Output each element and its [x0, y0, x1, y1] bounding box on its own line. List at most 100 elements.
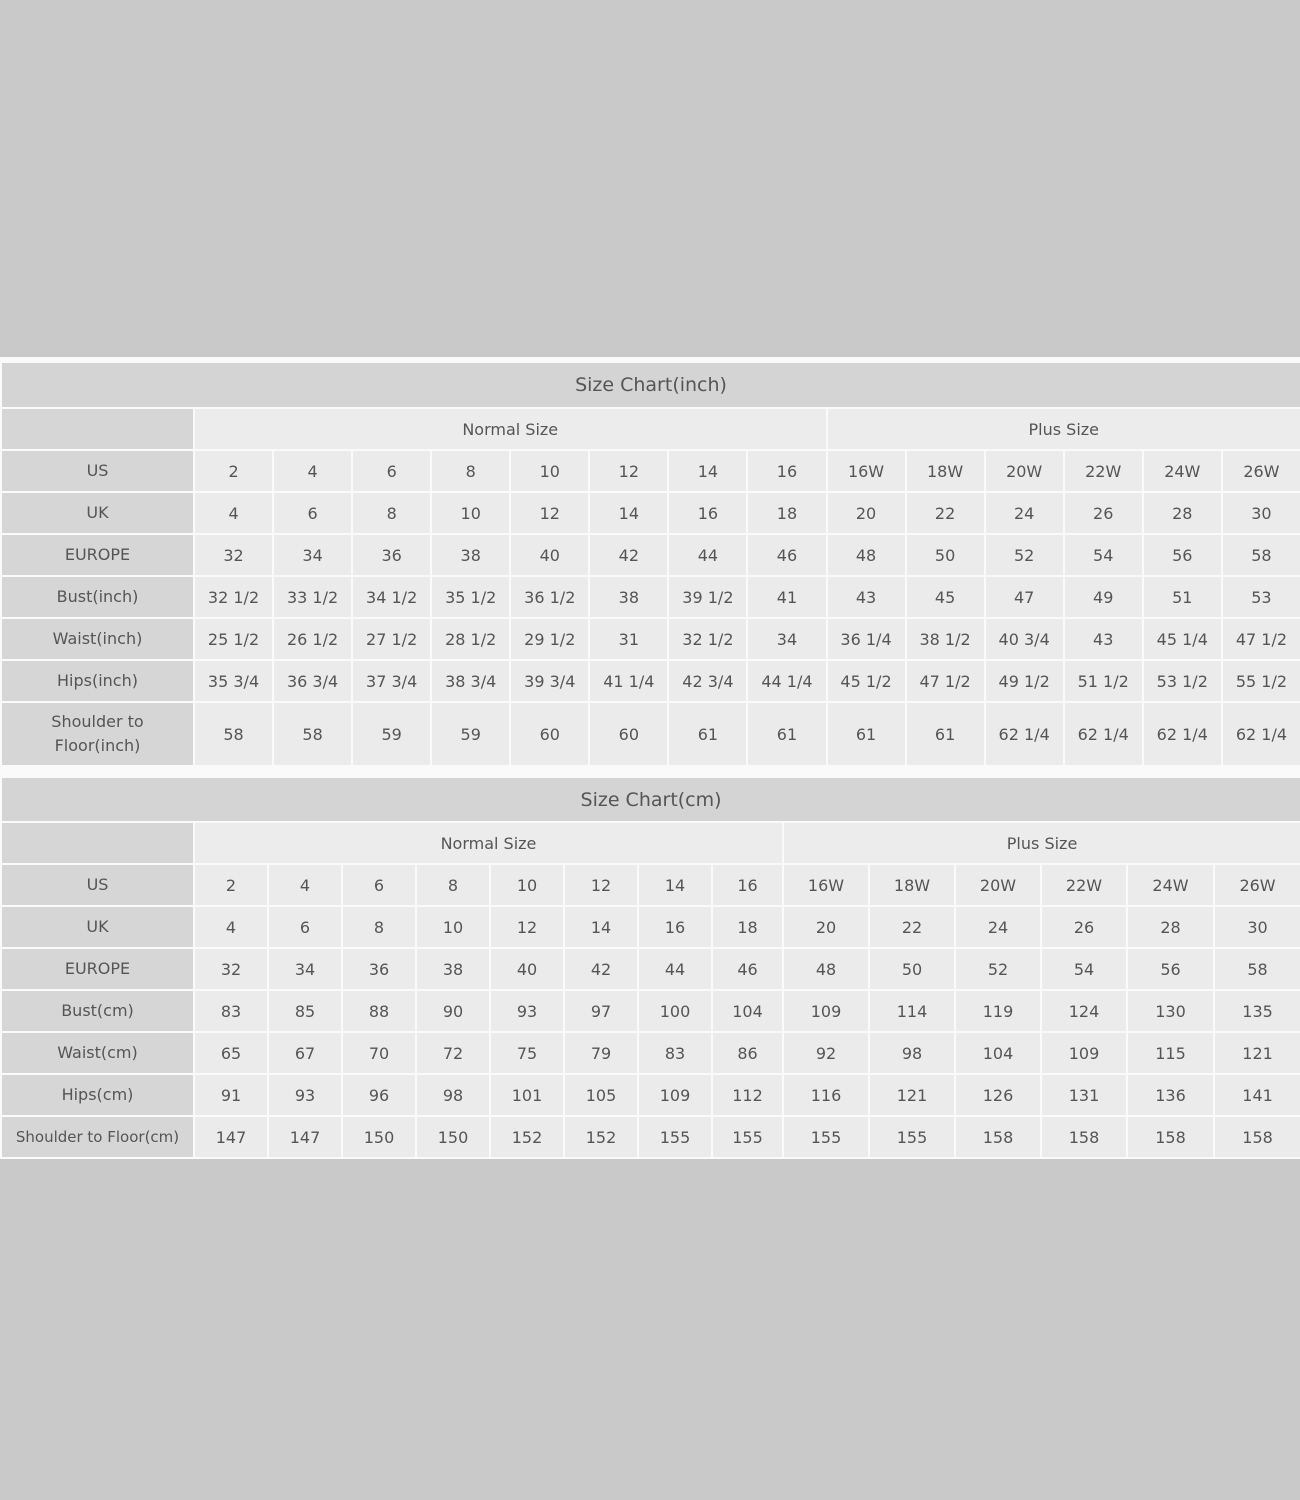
table-cell: 131	[1040, 1073, 1128, 1117]
table-cell: 72	[415, 1031, 491, 1075]
table-cell: 40 3/4	[983, 617, 1065, 661]
table-cell: 8	[351, 491, 433, 535]
size-chart-inch-table: Size Chart(inch) Normal Size Plus Size US 2 4…	[0, 361, 1300, 767]
row-label: Waist(inch)	[0, 617, 195, 661]
table-cell: 18W	[868, 863, 956, 907]
table-row: Bust(inch) 32 1/2 33 1/2 34 1/2 35 1/2 36 1/2…	[0, 575, 1300, 619]
table-cell: 104	[954, 1031, 1042, 1075]
table-cell: 6	[272, 491, 354, 535]
table-cell: 61	[667, 701, 749, 767]
table-row: Waist(inch) 25 1/2 26 1/2 27 1/2 28 1/2 29 1/…	[0, 617, 1300, 661]
table-cell: 26W	[1220, 449, 1300, 493]
table-cell: 58	[1220, 533, 1300, 577]
table-cell: 36	[351, 533, 433, 577]
table-row: UK 4 6 8 10 12 14 16 18 20 22 24 26 28 30	[0, 905, 1300, 949]
chart-title: Size Chart(cm)	[0, 776, 1300, 823]
table-cell: 20	[825, 491, 907, 535]
table-cell: 41	[746, 575, 828, 619]
table-cell: 10	[489, 863, 565, 907]
table-cell: 31	[588, 617, 670, 661]
table-cell: 83	[193, 989, 269, 1033]
table-cell: 124	[1040, 989, 1128, 1033]
table-cell: 130	[1126, 989, 1215, 1033]
table-cell: 12	[509, 491, 591, 535]
table-cell: 61	[825, 701, 907, 767]
table-cell: 26	[1062, 491, 1144, 535]
table-cell: 35 1/2	[430, 575, 512, 619]
table-cell: 12	[588, 449, 670, 493]
table-cell: 59	[351, 701, 433, 767]
table-cell: 39 3/4	[509, 659, 591, 703]
table-cell: 115	[1126, 1031, 1215, 1075]
table-cell: 16	[667, 491, 749, 535]
table-cell: 116	[782, 1073, 870, 1117]
table-cell: 2	[192, 449, 275, 493]
table-cell: 25 1/2	[192, 617, 275, 661]
table-cell: 14	[588, 491, 670, 535]
table-cell: 2	[193, 863, 269, 907]
table-cell: 98	[868, 1031, 956, 1075]
table-cell: 16	[711, 863, 784, 907]
size-chart-cm-table: Size Chart(cm) Normal Size Plus Size US 2 4 6 8…	[0, 776, 1300, 1159]
group-header-plus-size: Plus Size	[825, 407, 1300, 451]
table-cell: 4	[272, 449, 354, 493]
table-cell: 38	[430, 533, 512, 577]
table-cell: 42	[563, 947, 639, 991]
table-cell: 46	[746, 533, 828, 577]
table-cell: 88	[341, 989, 417, 1033]
table-cell: 42	[588, 533, 670, 577]
table-cell: 4	[267, 863, 343, 907]
table-cell: 8	[341, 905, 417, 949]
table-row: EUROPE 32 34 36 38 40 42 44 46 48 50 52 54 56 58	[0, 533, 1300, 577]
table-cell: 35 3/4	[192, 659, 275, 703]
table-cell: 30	[1212, 905, 1300, 949]
table-cell: 44	[637, 947, 713, 991]
table-cell: 50	[868, 947, 956, 991]
table-cell: 158	[1212, 1115, 1300, 1159]
table-cell: 14	[563, 905, 639, 949]
table-cell: 51 1/2	[1062, 659, 1144, 703]
table-cell: 16W	[782, 863, 870, 907]
empty-corner-cell	[0, 407, 195, 451]
table-cell: 45 1/4	[1141, 617, 1223, 661]
table-cell: 10	[509, 449, 591, 493]
table-cell: 56	[1141, 533, 1223, 577]
table-cell: 67	[267, 1031, 343, 1075]
table-cell: 109	[782, 989, 870, 1033]
table-row: US 2 4 6 8 10 12 14 16 16W 18W 20W 22W 24W 26W	[0, 449, 1300, 493]
group-header-plus-size: Plus Size	[781, 821, 1300, 865]
table-cell: 34 1/2	[351, 575, 433, 619]
table-cell: 150	[341, 1115, 417, 1159]
row-label: Hips(cm)	[0, 1073, 195, 1117]
table-cell: 155	[782, 1115, 870, 1159]
table-cell: 52	[954, 947, 1042, 991]
table-cell: 22W	[1062, 449, 1144, 493]
table-cell: 6	[341, 863, 417, 907]
table-cell: 6	[351, 449, 433, 493]
table-cell: 37 3/4	[351, 659, 433, 703]
table-cell: 126	[954, 1073, 1042, 1117]
row-label: Bust(inch)	[0, 575, 195, 619]
row-label: Shoulder to Floor(inch)	[0, 701, 195, 767]
table-cell: 96	[341, 1073, 417, 1117]
table-cell: 32	[192, 533, 275, 577]
table-cell: 155	[868, 1115, 956, 1159]
row-label: US	[0, 863, 195, 907]
table-row: Bust(cm) 83 85 88 90 93 97 100 104 109 114 119 124 13…	[0, 989, 1300, 1033]
table-cell: 28	[1141, 491, 1223, 535]
table-cell: 45	[904, 575, 986, 619]
table-cell: 47	[983, 575, 1065, 619]
table-cell: 158	[1126, 1115, 1215, 1159]
table-cell: 26	[1040, 905, 1128, 949]
table-cell: 152	[489, 1115, 565, 1159]
table-cell: 70	[341, 1031, 417, 1075]
table-cell: 12	[563, 863, 639, 907]
table-cell: 75	[489, 1031, 565, 1075]
table-cell: 56	[1126, 947, 1215, 991]
table-cell: 47 1/2	[1220, 617, 1300, 661]
table-cell: 4	[193, 905, 269, 949]
table-cell: 58	[272, 701, 354, 767]
table-cell: 158	[954, 1115, 1042, 1159]
table-cell: 152	[563, 1115, 639, 1159]
table-cell: 30	[1220, 491, 1300, 535]
